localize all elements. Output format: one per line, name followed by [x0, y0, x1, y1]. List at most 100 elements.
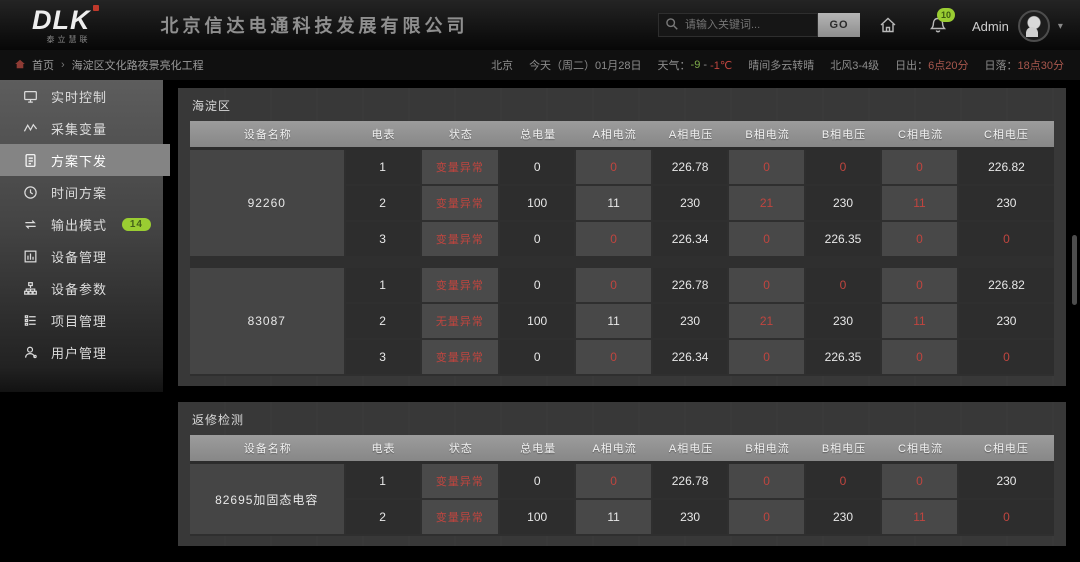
sidebar-item-label: 设备参数 [51, 281, 108, 297]
status-button[interactable]: 变量异常 [421, 340, 501, 376]
sidebar-item-user-manage[interactable]: 用户管理 [0, 336, 163, 368]
weather-strip: 北京 今天（周二）01月28日 天气： -9 - -1℃ 晴间多云转晴 北风3-… [491, 57, 1064, 73]
weather-temp-low: -9 [690, 59, 701, 71]
column-header: A相电流 [576, 121, 654, 150]
table-row: 83087 1 变量异常 0 0 226.78 0 0 0 226.82 [190, 268, 1054, 376]
status-button[interactable]: 变量异常 [421, 500, 501, 536]
status-button[interactable]: 变量异常 [421, 186, 501, 222]
phase-a-current-cell: 0 [576, 464, 654, 500]
breadcrumb-current-page[interactable]: 海淀区文化路夜景亮化工程 [71, 60, 204, 72]
group-separator [190, 258, 1054, 268]
sidebar-item-label: 实时控制 [51, 89, 108, 105]
phase-c-current-cell: 11 [882, 500, 959, 536]
device-name-cell: 82695加固态电容 [190, 464, 346, 536]
phase-b-voltage-cell: 230 [806, 186, 883, 222]
logo-text: DLK [32, 4, 99, 34]
phase-c-current-cell: 0 [882, 340, 959, 376]
column-header: B相电流 [729, 121, 806, 150]
notification-bell[interactable]: 10 [928, 8, 955, 40]
phase-c-current-cell: 0 [882, 222, 959, 258]
phase-b-current-cell: 0 [729, 222, 806, 258]
table-row: 3 变量异常 0 0 226.34 0 226.35 0 0 [190, 222, 1054, 258]
output-mode-icon [22, 216, 38, 232]
phase-a-current-cell: 11 [576, 304, 654, 340]
user-name: Admin [972, 18, 1009, 34]
phase-c-current-cell: 0 [882, 150, 959, 186]
column-header: 电表 [345, 121, 422, 150]
table-row: 2 变量异常 100 11 230 0 230 11 0 [190, 500, 1054, 536]
brand-logo[interactable]: DLK 泰立慧联 [32, 4, 99, 44]
top-header-bar: DLK 泰立慧联 北京信达电通科技发展有限公司 GO 10 Admin ▾ [0, 0, 1080, 50]
sidebar-item-device-params[interactable]: 设备参数 [0, 272, 163, 304]
column-header: B相电压 [806, 435, 883, 464]
sidebar-item-output-mode[interactable]: 输出模式 14 [0, 208, 163, 240]
sidebar-item-label: 方案下发 [51, 153, 108, 169]
phase-b-voltage-cell: 230 [806, 304, 883, 340]
device-name-cell: 83087 [190, 268, 346, 376]
phase-a-voltage-cell: 226.78 [653, 150, 730, 186]
clock-icon [22, 184, 38, 200]
user-menu[interactable]: Admin ▾ [972, 10, 1063, 42]
plan-download-icon [22, 152, 38, 168]
sidebar-item-realtime-control[interactable]: 实时控制 [0, 80, 163, 112]
panel-title: 海淀区 [192, 99, 232, 113]
phase-b-current-cell: 21 [729, 304, 806, 340]
panel-repair-check: 返修检测 设备名称 电表 状态 总电量 A相电流 A相电压 B相电流 B相电压 C相电流 C相电压 8… [178, 402, 1066, 546]
phase-c-current-cell: 11 [882, 304, 959, 340]
vertical-scrollbar[interactable] [1072, 235, 1077, 305]
phase-c-voltage-cell: 0 [958, 500, 1054, 536]
breadcrumb-separator: › [61, 59, 65, 71]
sidebar-item-plan-dispatch[interactable]: 方案下发 [0, 144, 170, 176]
search-go-button[interactable]: GO [818, 13, 860, 37]
column-header: 总电量 [500, 435, 577, 464]
logo-red-dot-icon [92, 4, 99, 11]
sidebar-item-project-manage[interactable]: 项目管理 [0, 304, 163, 336]
meter-number-cell: 1 [345, 150, 422, 186]
phase-b-voltage-cell: 226.35 [806, 340, 883, 376]
phase-a-current-cell: 0 [576, 268, 654, 304]
phase-b-voltage-cell: 0 [806, 268, 883, 304]
status-button[interactable]: 变量异常 [421, 268, 501, 304]
phase-a-voltage-cell: 226.78 [653, 464, 730, 500]
table-row: 92260 1 变量异常 0 0 226.78 0 0 0 226.82 [190, 150, 1054, 258]
column-header: 总电量 [500, 121, 577, 150]
column-header: B相电流 [729, 435, 806, 464]
status-button[interactable]: 变量异常 [421, 150, 501, 186]
search-input[interactable] [658, 13, 818, 37]
column-header: C相电压 [958, 121, 1054, 150]
total-energy-cell: 100 [500, 500, 577, 536]
total-energy-cell: 100 [500, 304, 577, 340]
phase-c-current-cell: 11 [882, 186, 959, 222]
phase-a-voltage-cell: 226.78 [653, 268, 730, 304]
phase-b-voltage-cell: 226.35 [806, 222, 883, 258]
table-row: 2 无量异常 100 11 230 21 230 11 230 [190, 304, 1054, 340]
device-manage-icon [22, 248, 38, 264]
status-button[interactable]: 变量异常 [421, 464, 501, 500]
sidebar-item-label: 时间方案 [51, 185, 108, 201]
breadcrumb-home-link[interactable]: 首页 [32, 60, 54, 72]
meter-number-cell: 3 [345, 222, 422, 258]
sunrise-value: 6点20分 [928, 60, 969, 72]
main-content: 海淀区 设备名称 电表 状态 总电量 A相电流 A相电压 B相电流 B相电压 C相电流 C相电压 92… [178, 88, 1066, 562]
phase-c-voltage-cell: 230 [958, 464, 1054, 500]
column-header: 状态 [421, 435, 501, 464]
total-energy-cell: 100 [500, 186, 577, 222]
panel-title: 返修检测 [192, 413, 245, 427]
phase-a-voltage-cell: 226.34 [653, 222, 730, 258]
sidebar-item-time-plan[interactable]: 时间方案 [0, 176, 163, 208]
weather-city: 北京 [491, 60, 514, 72]
status-button[interactable]: 变量异常 [421, 222, 501, 258]
status-button[interactable]: 无量异常 [421, 304, 501, 340]
project-manage-icon [22, 312, 38, 328]
home-icon[interactable] [878, 15, 898, 40]
sidebar-item-device-manage[interactable]: 设备管理 [0, 240, 163, 272]
logo-subtitle: 泰立慧联 [46, 34, 91, 44]
weather-date: 今天（周二）01月28日 [529, 60, 642, 72]
sidebar-item-collect-variables[interactable]: 采集变量 [0, 112, 163, 144]
weather-temp-dash: - [700, 59, 711, 71]
phase-c-voltage-cell: 0 [958, 340, 1054, 376]
sunset-value: 18点30分 [1017, 60, 1064, 72]
table-row: 82695加固态电容 1 变量异常 0 0 226.78 0 0 0 230 [190, 464, 1054, 536]
weather-label: 天气： [657, 60, 691, 72]
phase-a-voltage-cell: 230 [653, 500, 730, 536]
